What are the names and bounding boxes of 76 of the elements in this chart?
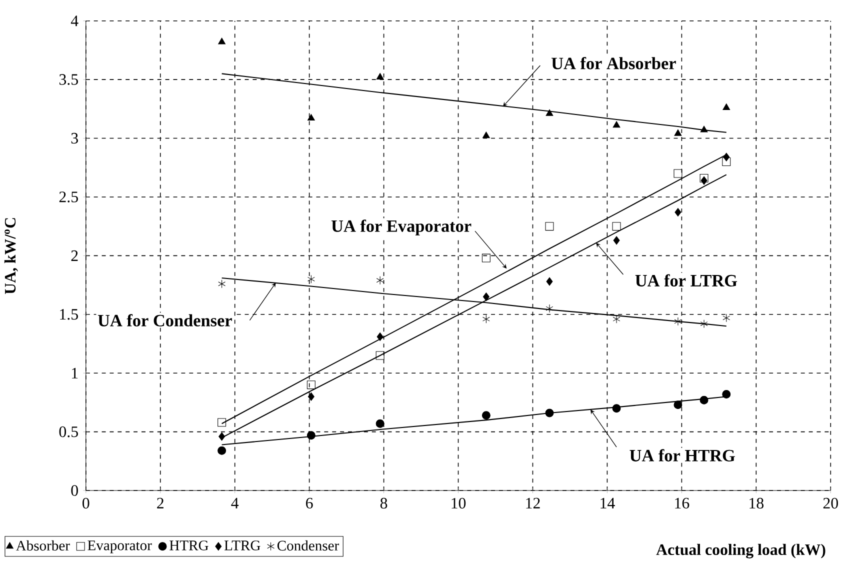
x-tick-label: 4 [231,498,239,508]
x-tick-label: 20 [823,498,838,509]
y-tick-label: 2.5 [59,192,78,202]
point [700,176,708,185]
y-tick-label: 3 [71,132,78,144]
legend-label: LTRG [224,540,260,550]
legend-label: Evaporator [88,540,152,554]
y-tick-label: 1 [72,368,78,378]
point [218,418,226,427]
point [546,304,554,313]
point [218,280,226,288]
y-tick-label: 1.5 [60,309,78,320]
point [613,236,620,245]
y-tick-label: 2 [71,250,78,261]
point [376,419,384,428]
x-tick-label: 14 [600,498,615,508]
point [722,390,731,398]
point [700,320,708,328]
point [482,314,490,324]
x-tick-label: 6 [306,498,313,509]
x-tick-label: 16 [675,498,690,509]
point [482,411,490,420]
point [306,431,316,440]
point [674,208,682,216]
point [674,400,682,410]
y-tick-label: 3.5 [59,74,78,85]
point [482,132,490,138]
x-tick-label: 2 [157,498,164,508]
point [482,292,490,302]
x-tick-label: 12 [526,498,540,508]
x-tick-label: 0 [82,498,90,509]
point [376,351,384,360]
x-axis-title: Actual cooling load (kW) [656,544,826,558]
point [723,152,730,162]
point [674,169,682,178]
point [700,396,708,404]
legend-label: HTRG [170,540,208,550]
point [722,158,731,166]
point [612,404,621,413]
point [612,121,620,128]
annotation: UA for LTRG [635,274,738,286]
point [612,222,621,231]
point [545,222,554,231]
point [482,254,490,262]
point [308,392,314,401]
point [674,317,682,326]
annotation: UA for Condenser [98,314,232,326]
annotation: UA for Evaporator [331,220,472,236]
point [376,332,384,341]
x-tick-label: 18 [750,498,764,509]
x-tick-label: 8 [380,498,388,509]
point [218,432,226,441]
point [218,38,226,44]
point [700,174,708,182]
point [546,109,554,116]
point [674,129,682,136]
y-axis-title: UA, kW/$^{o}$C [4,218,18,294]
y-tick-label: 0 [71,485,78,496]
point [307,274,315,284]
point [307,114,315,121]
point [306,380,316,390]
point [376,276,384,285]
y-tick-label: 0.5 [59,426,78,438]
annotation: UA for HTRG [630,449,735,462]
legend-label: Condenser [277,540,340,551]
annotation: UA for Absorber [552,56,676,70]
y-tick-label: 4 [70,16,78,26]
point [545,408,554,418]
legend-label: Absorber [16,540,70,551]
point [700,126,708,132]
point [218,446,226,455]
point [722,104,730,110]
point [376,72,384,80]
point [546,277,553,286]
x-tick-label: 10 [452,498,466,509]
point [722,314,730,322]
